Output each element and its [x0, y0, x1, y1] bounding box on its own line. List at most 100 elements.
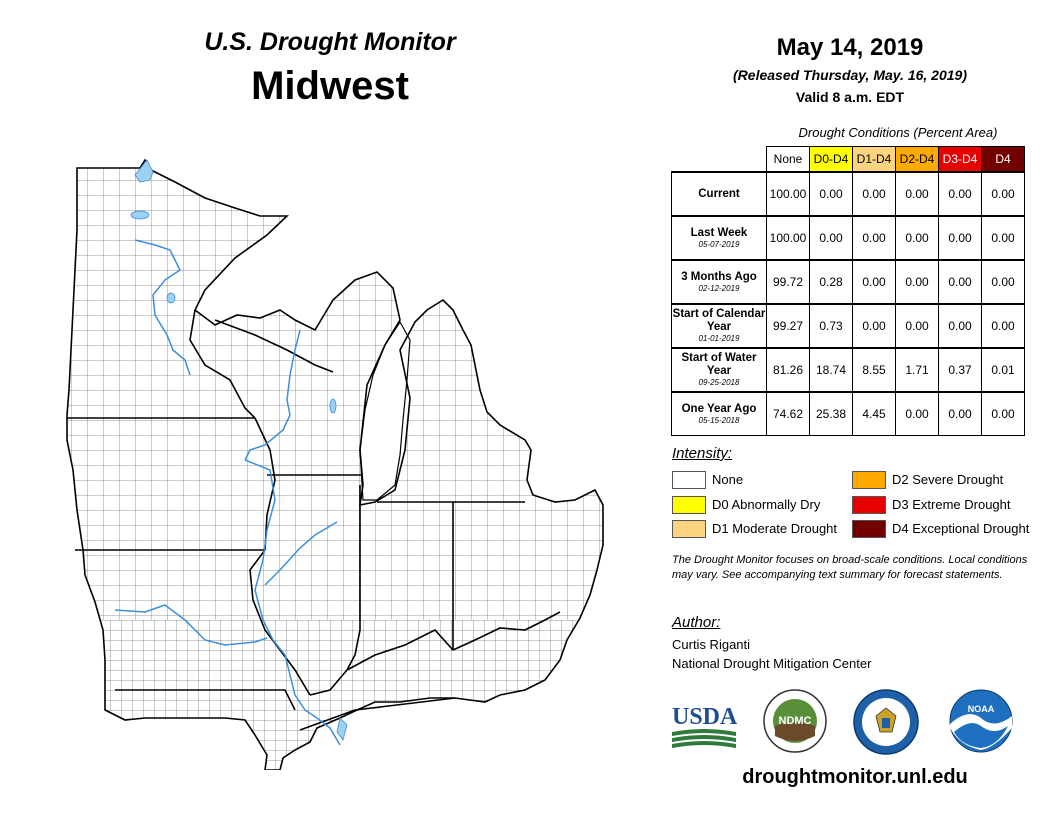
table-cell: 18.74: [809, 347, 853, 393]
table-row: One Year Ago 05-15-2018 74.62 25.38 4.45 0.00…: [671, 391, 1025, 436]
table-cell: 0.00: [981, 171, 1025, 217]
usda-logo-text: USDA: [672, 704, 738, 730]
legend-swatch: [672, 471, 706, 489]
midwest-drought-map: [55, 150, 615, 771]
table-cell: 0.37: [938, 347, 982, 393]
intensity-title: Intensity:: [672, 445, 733, 462]
row-date: 01-01-2019: [698, 334, 740, 343]
legend-swatch: [852, 496, 886, 514]
rivers: [114, 239, 341, 746]
legend-swatch: [852, 520, 886, 538]
table-cell: 0.00: [852, 259, 896, 305]
state-borders: [66, 159, 604, 771]
row-label: One Year Ago 05-15-2018: [671, 391, 767, 436]
table-row: Last Week 05-07-2019 100.00 0.00 0.00 0.00 0.0…: [671, 215, 1025, 261]
table-cell: 0.00: [938, 171, 982, 217]
table-cell: 99.27: [766, 303, 810, 349]
table-row: Current 100.00 0.00 0.00 0.00 0.00 0.00: [671, 171, 1025, 217]
row-label: Start of Water Year 09-25-2018: [671, 347, 767, 393]
col-header-none: None: [766, 146, 810, 173]
row-date: 09-25-2018: [698, 378, 740, 387]
table-cell: 0.73: [809, 303, 853, 349]
usda-logo: USDA: [670, 700, 738, 750]
table-cell: 0.00: [895, 215, 939, 261]
legend-label: D0 Abnormally Dry: [712, 497, 821, 512]
table-row: 3 Months Ago 02-12-2019 99.72 0.28 0.00 0.00 0…: [671, 259, 1025, 305]
table-cell: 0.01: [981, 347, 1025, 393]
table-cell: 0.00: [895, 391, 939, 436]
table-cell: 0.00: [938, 215, 982, 261]
legend-swatch: [672, 520, 706, 538]
table-row: Start of Calendar Year 01-01-2019 99.27 0.7…: [671, 303, 1025, 349]
table-cell: 0.00: [981, 391, 1025, 436]
county-grid: [67, 160, 603, 770]
table-cell: 0.00: [895, 259, 939, 305]
conditions-title: Drought Conditions (Percent Area): [798, 125, 998, 140]
table-cell: 8.55: [852, 347, 896, 393]
legend-label: D2 Severe Drought: [892, 472, 1004, 487]
row-label: Current: [671, 171, 767, 217]
release-date: (Released Thursday, May. 16, 2019): [733, 67, 967, 83]
row-label-text: 3 Months Ago: [681, 270, 757, 283]
table-cell: 4.45: [852, 391, 896, 436]
table-corner: [672, 147, 767, 173]
table-cell: 0.00: [895, 303, 939, 349]
table-cell: 0.00: [852, 171, 896, 217]
map-title: U.S. Drought Monitor: [204, 28, 456, 56]
table-cell: 0.00: [809, 171, 853, 217]
legend-swatch: [852, 471, 886, 489]
row-label: Last Week 05-07-2019: [671, 215, 767, 261]
row-label: Start of Calendar Year 01-01-2019: [671, 303, 767, 349]
table-cell: 0.00: [895, 171, 939, 217]
table-cell: 74.62: [766, 391, 810, 436]
table-cell: 99.72: [766, 259, 810, 305]
table-cell: 25.38: [809, 391, 853, 436]
author-name: Curtis Riganti: [672, 637, 751, 652]
row-label-text: Current: [698, 187, 740, 200]
table-cell: 0.00: [938, 259, 982, 305]
table-cell: 0.00: [981, 215, 1025, 261]
drought-conditions-table: None D0-D4 D1-D4 D2-D4 D3-D4 D4 Current 1…: [671, 146, 1025, 436]
lakes: [130, 159, 348, 741]
map-date: May 14, 2019: [776, 34, 924, 61]
row-label-text: Start of Water Year: [681, 352, 757, 377]
noaa-logo-text: NOAA: [968, 704, 995, 714]
table-cell: 0.00: [938, 303, 982, 349]
table-cell: 0.00: [938, 391, 982, 436]
author-title: Author:: [672, 614, 721, 631]
noaa-logo: NOAA: [948, 688, 1014, 754]
disclaimer-note: The Drought Monitor focuses on broad-sca…: [672, 554, 1028, 581]
table-cell: 81.26: [766, 347, 810, 393]
author-organization: National Drought Mitigation Center: [672, 656, 872, 671]
table-cell: 100.00: [766, 215, 810, 261]
table-cell: 0.00: [981, 259, 1025, 305]
legend-swatch: [672, 496, 706, 514]
row-date: 02-12-2019: [698, 283, 740, 293]
col-header-d3-d4: D3-D4: [938, 146, 982, 173]
map-svg: [66, 159, 604, 771]
row-date: 05-15-2018: [698, 415, 740, 425]
ndmc-logo: NDMC: [762, 688, 828, 754]
col-header-d0-d4: D0-D4: [809, 146, 853, 173]
row-label-text: Start of Calendar Year: [672, 308, 766, 333]
legend-label: D4 Exceptional Drought: [892, 521, 1030, 536]
row-label: 3 Months Ago 02-12-2019: [671, 259, 767, 305]
commerce-seal: [852, 688, 920, 756]
valid-time: Valid 8 a.m. EDT: [795, 89, 905, 105]
row-label-text: Last Week: [690, 226, 748, 239]
website-url[interactable]: droughtmonitor.unl.edu: [742, 766, 968, 788]
col-header-d2-d4: D2-D4: [895, 146, 939, 173]
table-cell: 0.00: [852, 303, 896, 349]
table-cell: 1.71: [895, 347, 939, 393]
table-cell: 0.00: [981, 303, 1025, 349]
table-row: Start of Water Year 09-25-2018 81.26 18.74 8…: [671, 347, 1025, 393]
legend-label: None: [712, 472, 744, 487]
row-label-text: One Year Ago: [681, 402, 757, 415]
table-cell: 0.00: [809, 215, 853, 261]
col-header-d1-d4: D1-D4: [852, 146, 896, 173]
col-header-d4: D4: [981, 146, 1025, 173]
legend-label: D1 Moderate Drought: [712, 521, 838, 536]
region-title: Midwest: [251, 64, 409, 108]
ndmc-logo-text: NDMC: [779, 715, 812, 727]
table-cell: 0.28: [809, 259, 853, 305]
